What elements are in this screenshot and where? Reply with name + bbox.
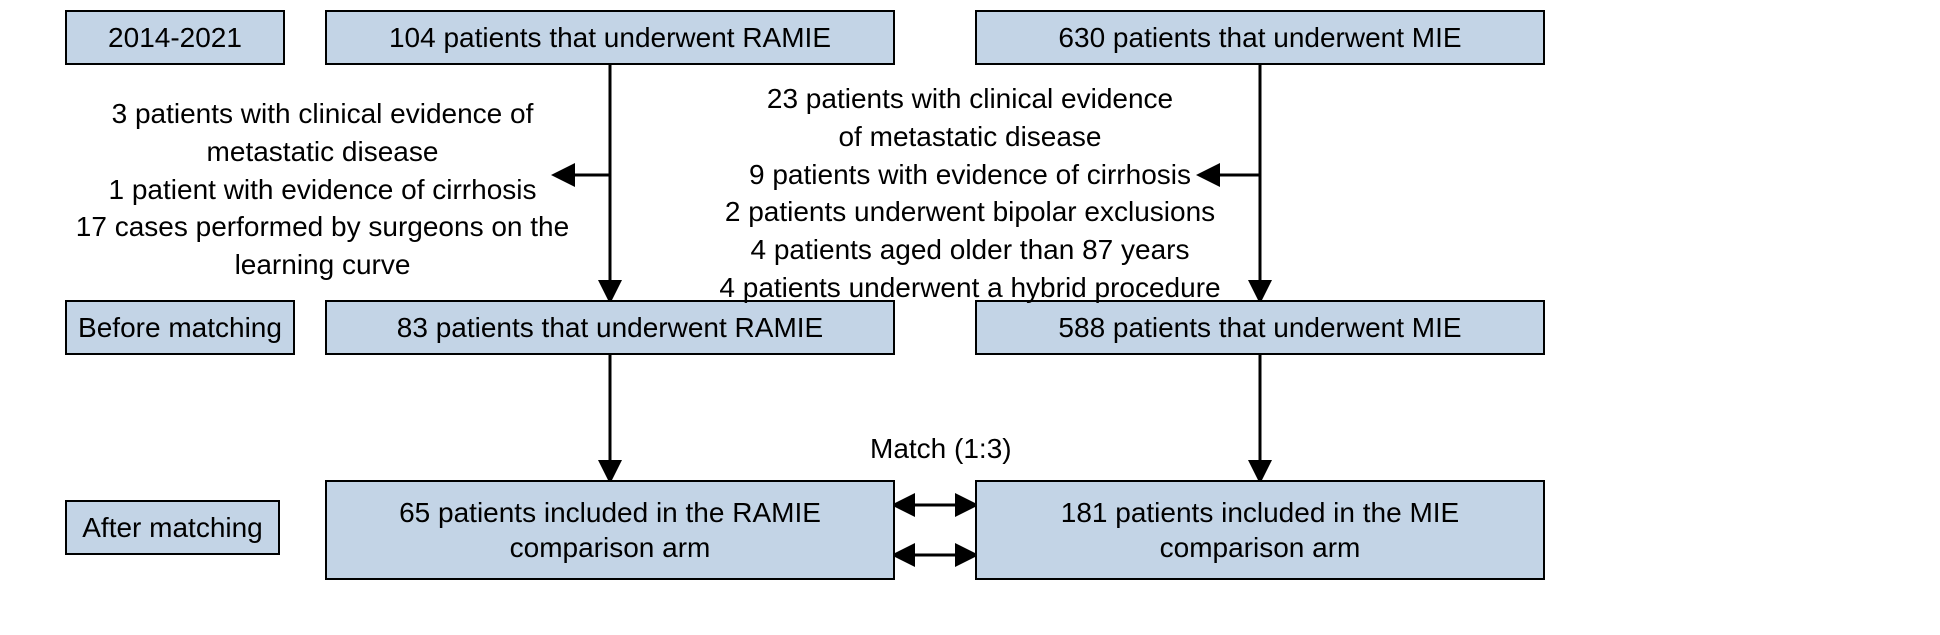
mie-after-box: 181 patients included in the MIE compari… [975, 480, 1545, 580]
exclusion-line: 4 patients underwent a hybrid procedure [670, 269, 1270, 307]
exclusion-line: 3 patients with clinical evidence of [40, 95, 605, 133]
mie-before-box: 588 patients that underwent MIE [975, 300, 1545, 355]
period-box: 2014-2021 [65, 10, 285, 65]
exclusion-line: 2 patients underwent bipolar exclusions [670, 193, 1270, 231]
ramie-start-label: 104 patients that underwent RAMIE [389, 20, 831, 55]
exclusion-line: 17 cases performed by surgeons on the [40, 208, 605, 246]
after-match-box: After matching [65, 500, 280, 555]
after-match-label: After matching [82, 510, 263, 545]
match-ratio-text: Match (1:3) [870, 433, 1012, 464]
ramie-start-box: 104 patients that underwent RAMIE [325, 10, 895, 65]
before-match-box: Before matching [65, 300, 295, 355]
ramie-after-label: 65 patients included in the RAMIE compar… [337, 495, 883, 565]
match-ratio-label: Match (1:3) [870, 430, 1012, 468]
ramie-before-label: 83 patients that underwent RAMIE [397, 310, 823, 345]
mie-before-label: 588 patients that underwent MIE [1058, 310, 1461, 345]
mie-start-box: 630 patients that underwent MIE [975, 10, 1545, 65]
exclusion-line: 23 patients with clinical evidence [670, 80, 1270, 118]
exclusion-line: 1 patient with evidence of cirrhosis [40, 171, 605, 209]
exclusion-line: 4 patients aged older than 87 years [670, 231, 1270, 269]
exclusions-left: 3 patients with clinical evidence ofmeta… [40, 95, 605, 284]
exclusion-line: of metastatic disease [670, 118, 1270, 156]
flowchart-canvas: 2014-2021 104 patients that underwent RA… [0, 0, 1940, 635]
exclusion-line: learning curve [40, 246, 605, 284]
ramie-after-box: 65 patients included in the RAMIE compar… [325, 480, 895, 580]
exclusions-right: 23 patients with clinical evidenceof met… [670, 80, 1270, 307]
mie-start-label: 630 patients that underwent MIE [1058, 20, 1461, 55]
exclusion-line: metastatic disease [40, 133, 605, 171]
ramie-before-box: 83 patients that underwent RAMIE [325, 300, 895, 355]
exclusion-line: 9 patients with evidence of cirrhosis [670, 156, 1270, 194]
before-match-label: Before matching [78, 310, 282, 345]
period-label: 2014-2021 [108, 20, 242, 55]
mie-after-label: 181 patients included in the MIE compari… [987, 495, 1533, 565]
